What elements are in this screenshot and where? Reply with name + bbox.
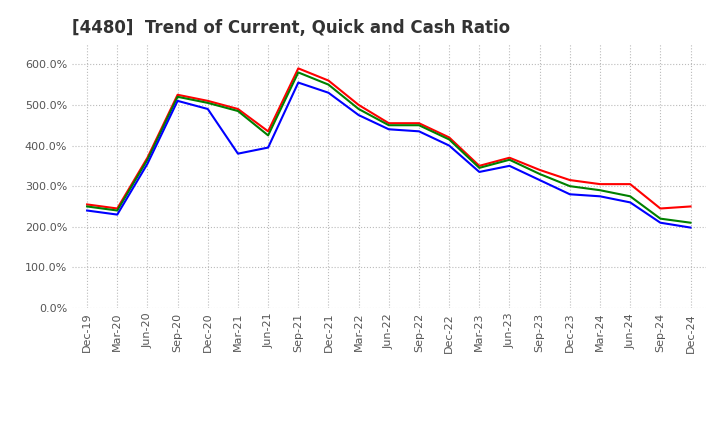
Current Ratio	[324, 78, 333, 83]
Current Ratio	[83, 202, 91, 207]
Current Ratio	[204, 98, 212, 103]
Cash Ratio	[445, 143, 454, 148]
Quick Ratio	[174, 94, 182, 99]
Quick Ratio	[83, 204, 91, 209]
Cash Ratio	[264, 145, 272, 150]
Cash Ratio	[324, 90, 333, 95]
Cash Ratio	[83, 208, 91, 213]
Quick Ratio	[233, 108, 242, 114]
Line: Current Ratio: Current Ratio	[87, 68, 690, 209]
Current Ratio	[143, 155, 152, 160]
Quick Ratio	[294, 70, 302, 75]
Cash Ratio	[204, 106, 212, 112]
Cash Ratio	[505, 163, 514, 169]
Current Ratio	[294, 66, 302, 71]
Quick Ratio	[536, 171, 544, 176]
Quick Ratio	[626, 194, 634, 199]
Cash Ratio	[565, 192, 574, 197]
Quick Ratio	[143, 157, 152, 162]
Quick Ratio	[264, 133, 272, 138]
Current Ratio	[354, 102, 363, 107]
Current Ratio	[626, 181, 634, 187]
Cash Ratio	[354, 113, 363, 118]
Cash Ratio	[233, 151, 242, 156]
Quick Ratio	[565, 183, 574, 189]
Cash Ratio	[294, 80, 302, 85]
Cash Ratio	[475, 169, 484, 175]
Current Ratio	[565, 177, 574, 183]
Quick Ratio	[204, 100, 212, 106]
Quick Ratio	[475, 165, 484, 171]
Cash Ratio	[536, 177, 544, 183]
Current Ratio	[505, 155, 514, 160]
Cash Ratio	[143, 161, 152, 166]
Cash Ratio	[384, 127, 393, 132]
Current Ratio	[233, 106, 242, 112]
Current Ratio	[415, 121, 423, 126]
Current Ratio	[536, 167, 544, 172]
Cash Ratio	[113, 212, 122, 217]
Current Ratio	[113, 206, 122, 211]
Current Ratio	[595, 181, 604, 187]
Quick Ratio	[595, 187, 604, 193]
Quick Ratio	[354, 106, 363, 112]
Current Ratio	[686, 204, 695, 209]
Quick Ratio	[656, 216, 665, 221]
Current Ratio	[174, 92, 182, 97]
Current Ratio	[445, 135, 454, 140]
Line: Quick Ratio: Quick Ratio	[87, 73, 690, 223]
Current Ratio	[656, 206, 665, 211]
Current Ratio	[264, 128, 272, 134]
Quick Ratio	[686, 220, 695, 225]
Cash Ratio	[174, 98, 182, 103]
Quick Ratio	[113, 208, 122, 213]
Quick Ratio	[505, 157, 514, 162]
Current Ratio	[384, 121, 393, 126]
Current Ratio	[475, 163, 484, 169]
Cash Ratio	[415, 128, 423, 134]
Cash Ratio	[595, 194, 604, 199]
Cash Ratio	[626, 200, 634, 205]
Text: [4480]  Trend of Current, Quick and Cash Ratio: [4480] Trend of Current, Quick and Cash …	[72, 19, 510, 37]
Quick Ratio	[445, 137, 454, 142]
Cash Ratio	[686, 225, 695, 230]
Quick Ratio	[415, 123, 423, 128]
Quick Ratio	[384, 123, 393, 128]
Line: Cash Ratio: Cash Ratio	[87, 83, 690, 227]
Quick Ratio	[324, 82, 333, 87]
Cash Ratio	[656, 220, 665, 225]
